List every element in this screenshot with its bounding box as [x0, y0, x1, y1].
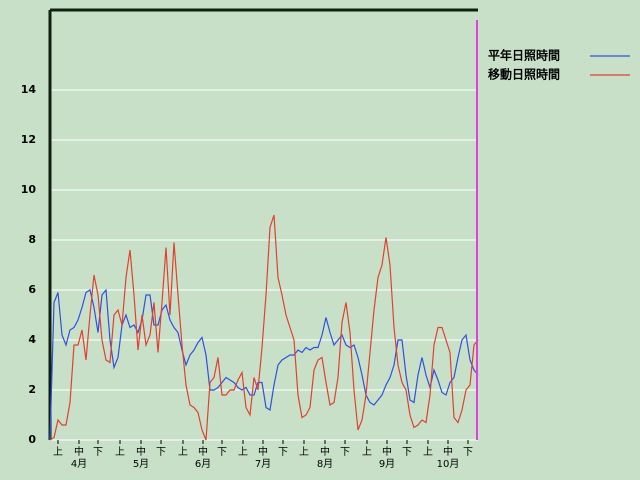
month-label: 6月 — [195, 458, 211, 470]
y-tick-label: 6 — [28, 283, 36, 296]
x-tick-label: 下 — [278, 447, 288, 458]
series-line — [49, 214, 479, 441]
x-tick-label: 中 — [320, 445, 330, 458]
month-label: 5月 — [133, 458, 149, 470]
x-tick-label: 下 — [402, 447, 412, 458]
x-tick-label: 中 — [198, 445, 208, 458]
x-tick-label: 下 — [156, 447, 166, 458]
x-tick-label: 中 — [382, 445, 392, 458]
y-tick-label: 0 — [28, 433, 36, 446]
y-tick-label: 8 — [28, 233, 36, 246]
x-tick-label: 上 — [238, 446, 248, 458]
y-tick-label: 14 — [21, 83, 37, 96]
month-label: 8月 — [317, 458, 333, 470]
x-tick-label: 下 — [463, 447, 473, 458]
x-tick-label: 上 — [53, 446, 63, 458]
month-label: 10月 — [437, 458, 460, 470]
month-label: 7月 — [255, 458, 271, 470]
legend-label: 平年日照時間 — [488, 48, 560, 63]
x-tick-label: 上 — [362, 446, 372, 458]
x-tick-label: 中 — [258, 445, 268, 458]
y-tick-label: 4 — [28, 333, 36, 346]
x-tick-label: 上 — [299, 446, 309, 458]
x-tick-label: 中 — [74, 445, 84, 458]
x-tick-label: 上 — [178, 446, 188, 458]
x-tick-label: 上 — [423, 446, 433, 458]
y-tick-label: 10 — [21, 183, 37, 196]
x-tick-label: 下 — [93, 447, 103, 458]
x-tick-label: 中 — [443, 445, 453, 458]
legend-label: 移動日照時間 — [488, 67, 560, 82]
y-tick-label: 2 — [28, 383, 36, 396]
x-tick-label: 下 — [340, 447, 350, 458]
y-tick-label: 12 — [21, 133, 36, 146]
month-label: 4月 — [71, 458, 87, 470]
series-line — [49, 288, 479, 441]
x-tick-label: 中 — [136, 445, 146, 458]
x-tick-label: 下 — [217, 447, 227, 458]
x-tick-label: 上 — [115, 446, 125, 458]
month-label: 9月 — [379, 458, 395, 470]
